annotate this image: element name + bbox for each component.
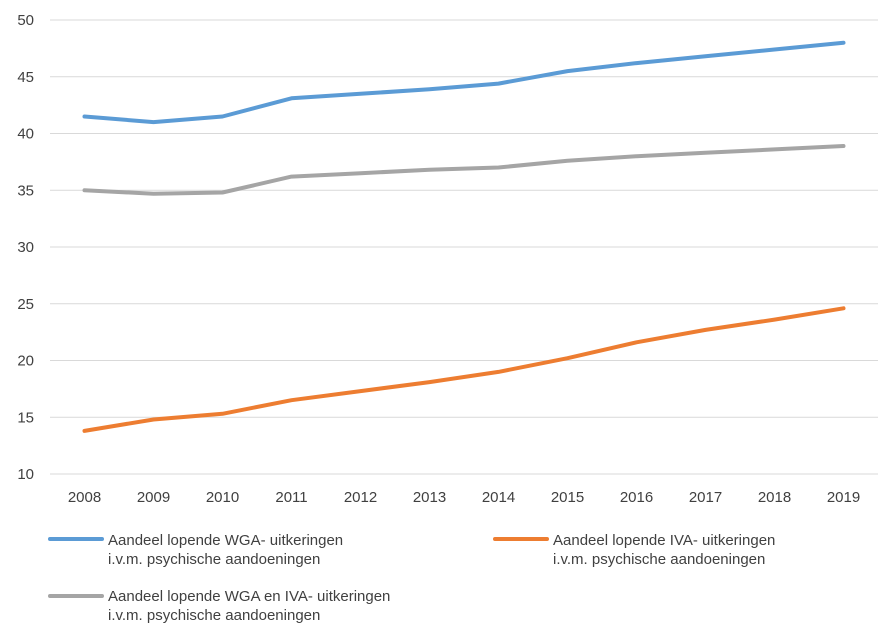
x-tick-label: 2011	[275, 489, 307, 506]
y-axis-ticks: 10 15 20 25 30 35 40 45 50	[17, 12, 34, 483]
series-line-1	[82, 40, 846, 125]
y-tick-label: 25	[17, 296, 34, 313]
y-tick-label: 45	[17, 69, 34, 86]
x-axis-ticks: 2008 2009 2010 2011 2012 2013 2014 2015 2016 2017…	[68, 489, 860, 506]
legend-label-line2: i.v.m. psychische aandoeningen	[108, 551, 320, 568]
y-tick-label: 30	[17, 239, 34, 256]
y-tick-label: 40	[17, 126, 34, 143]
x-tick-label: 2014	[482, 489, 515, 506]
x-tick-label: 2015	[551, 489, 584, 506]
legend-label-line2: i.v.m. psychische aandoeningen	[553, 551, 765, 568]
legend-item-2: Aandeel lopende IVA- uitkeringen i.v.m. p…	[493, 532, 775, 568]
legend-item-3: Aandeel lopende WGA en IVA- uitkeringen i…	[48, 588, 390, 624]
series-line-3	[82, 144, 846, 196]
series-line-2	[82, 306, 846, 433]
legend: Aandeel lopende WGA- uitkeringen i.v.m. p…	[48, 532, 775, 624]
legend-label-line1: Aandeel lopende WGA en IVA- uitkeringen	[108, 588, 390, 605]
x-tick-label: 2017	[689, 489, 722, 506]
series-lines	[82, 40, 846, 433]
x-tick-label: 2016	[620, 489, 653, 506]
y-tick-label: 35	[17, 182, 34, 199]
x-tick-label: 2008	[68, 489, 101, 506]
legend-label-line2: i.v.m. psychische aandoeningen	[108, 607, 320, 624]
x-tick-label: 2013	[413, 489, 446, 506]
x-tick-label: 2009	[137, 489, 170, 506]
legend-label-line1: Aandeel lopende WGA- uitkeringen	[108, 532, 343, 549]
legend-item-1: Aandeel lopende WGA- uitkeringen i.v.m. p…	[48, 532, 343, 568]
y-tick-label: 20	[17, 353, 34, 370]
y-tick-label: 15	[17, 409, 34, 426]
y-tick-label: 50	[17, 12, 34, 29]
x-tick-label: 2018	[758, 489, 791, 506]
y-tick-label: 10	[17, 466, 34, 483]
legend-label-line1: Aandeel lopende IVA- uitkeringen	[553, 532, 775, 549]
x-tick-label: 2010	[206, 489, 239, 506]
x-tick-label: 2019	[827, 489, 860, 506]
x-tick-label: 2012	[344, 489, 377, 506]
